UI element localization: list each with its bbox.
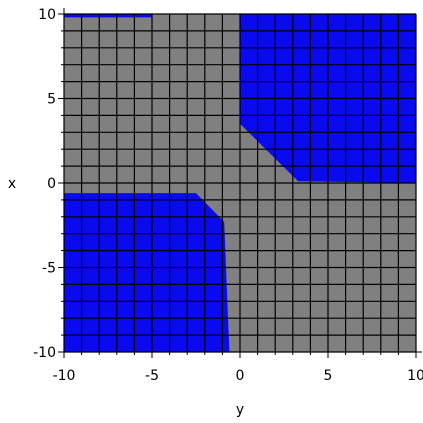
- y-tick-label: 10: [38, 7, 56, 23]
- x-tick-label: -5: [145, 368, 159, 384]
- x-tick-label: -10: [53, 368, 76, 384]
- axes-layer: [58, 8, 422, 358]
- grid-layer: [63, 13, 417, 353]
- x-tick-labels: -10 -5 0 5 10: [53, 368, 423, 384]
- x-axis-title: y: [236, 402, 244, 418]
- blue-strip-top-left: [64, 14, 152, 18]
- x-tick-label: 5: [324, 368, 333, 384]
- y-tick-label: 0: [47, 176, 56, 192]
- x-tick-label: 10: [407, 368, 423, 384]
- y-tick-label: -5: [42, 261, 56, 277]
- y-tick-labels: 10 5 0 -5 -10: [33, 7, 56, 361]
- y-tick-label: 5: [47, 92, 56, 108]
- blue-region-lower-left: [64, 193, 230, 352]
- x-tick-label: 0: [236, 368, 245, 384]
- y-tick-label: -10: [33, 345, 56, 361]
- y-axis-title: x: [8, 176, 16, 192]
